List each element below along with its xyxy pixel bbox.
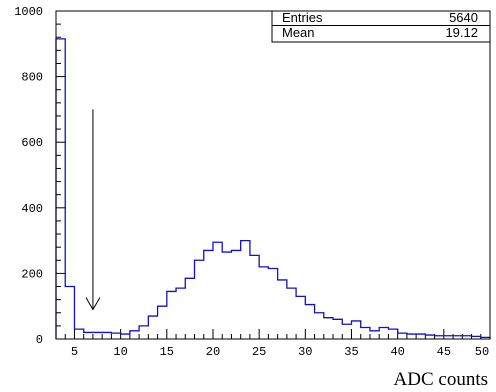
stats-entries-label: Entries: [282, 10, 323, 25]
x-tick-label: 30: [298, 345, 312, 359]
x-tick-label: 45: [437, 345, 451, 359]
x-tick-label: 5: [71, 345, 78, 359]
x-axis-ticks: 5 10 15 20 25 30 35 40 45 50: [55, 329, 491, 359]
x-tick-label: 10: [113, 345, 127, 359]
y-tick-label: 200: [21, 267, 43, 281]
x-tick-label: 20: [206, 345, 220, 359]
y-tick-label: 0: [36, 333, 43, 347]
y-tick-label: 1000: [14, 5, 43, 19]
stats-mean-label: Mean: [282, 25, 315, 40]
y-tick-label: 600: [21, 136, 43, 150]
stats-mean-value: 19.12: [445, 25, 478, 40]
x-tick-label: 25: [252, 345, 266, 359]
stats-entries-value: 5640: [449, 10, 478, 25]
plot-frame: [55, 10, 491, 340]
y-tick-label: 800: [21, 71, 43, 85]
stats-box: Entries 5640 Mean 19.12: [271, 10, 491, 43]
x-tick-label: 50: [475, 345, 489, 359]
x-tick-label: 15: [160, 345, 174, 359]
y-axis-ticks: 0 200 400 600 800 1000: [14, 5, 66, 347]
x-tick-label: 40: [390, 345, 404, 359]
histogram-line: [55, 38, 491, 339]
x-axis-label: ADC counts: [394, 369, 488, 390]
threshold-arrow: [85, 109, 101, 311]
x-tick-label: 35: [344, 345, 358, 359]
y-tick-label: 400: [21, 202, 43, 216]
arrow-head: [85, 297, 101, 311]
